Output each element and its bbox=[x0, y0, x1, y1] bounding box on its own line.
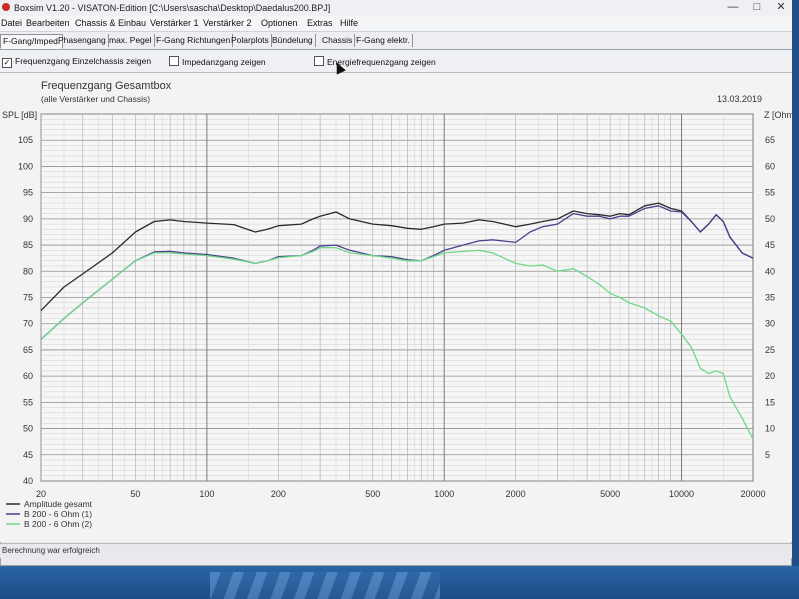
tab-fgang-elektr[interactable]: F-Gang elektr. bbox=[354, 34, 413, 47]
option-bar: ✓ Frequenzgang Einzelchassis zeigen Imped… bbox=[0, 50, 792, 73]
checkbox-einzelchassis[interactable]: ✓ Frequenzgang Einzelchassis zeigen bbox=[2, 56, 151, 68]
maximize-icon[interactable]: □ bbox=[753, 1, 761, 13]
legend-label: Amplitude gesamt bbox=[24, 499, 93, 509]
checkbox-unchecked-icon[interactable] bbox=[314, 56, 324, 66]
x-tick-label: 1000 bbox=[434, 489, 454, 499]
status-bar: Berechnung war erfolgreich bbox=[0, 543, 792, 558]
tab-bar: F-Gang/Imped. Phasengang max. Pegel F-Ga… bbox=[0, 32, 792, 50]
y-tick-label: 85 bbox=[23, 240, 33, 250]
y2-tick-label: 65 bbox=[765, 135, 775, 145]
y-tick-label: 80 bbox=[23, 266, 33, 276]
menu-hilfe[interactable]: Hilfe bbox=[340, 18, 359, 28]
y-tick-label: 105 bbox=[18, 135, 33, 145]
tab-phasengang[interactable]: Phasengang bbox=[56, 34, 109, 47]
checkbox-impedanzgang[interactable]: Impedanzgang zeigen bbox=[169, 56, 266, 67]
tab-fgang-imped[interactable]: F-Gang/Imped. bbox=[0, 34, 64, 49]
chart-lines bbox=[40, 202, 754, 440]
status-text: Berechnung war erfolgreich bbox=[2, 546, 100, 555]
menu-chassis-einbau[interactable]: Chassis & Einbau bbox=[75, 18, 147, 28]
x-tick-label: 2000 bbox=[506, 489, 526, 499]
legend-label: B 200 - 6 Ohm (2) bbox=[24, 519, 92, 529]
window-title: Boxsim V1.20 - VISATON-Edition [C:\Users… bbox=[14, 3, 331, 13]
x-tick-label: 10000 bbox=[669, 489, 694, 499]
y2-tick-label: 5 bbox=[765, 450, 770, 460]
menu-optionen[interactable]: Optionen bbox=[261, 18, 298, 28]
taskbar bbox=[0, 566, 799, 599]
y2-tick-label: 15 bbox=[765, 397, 775, 407]
tab-buendelung[interactable]: Bündelung bbox=[270, 34, 316, 47]
menu-datei[interactable]: Datei bbox=[1, 18, 23, 28]
chart-panel: Frequenzgang Gesamtbox (alle Verstärker … bbox=[0, 73, 797, 542]
y2-tick-label: 30 bbox=[765, 319, 775, 329]
y-tick-label: 55 bbox=[23, 397, 33, 407]
x-tick-label: 100 bbox=[199, 489, 214, 499]
y-tick-label: 50 bbox=[23, 424, 33, 434]
legend-label: B 200 - 6 Ohm (1) bbox=[24, 509, 92, 519]
series-line-3 bbox=[40, 247, 754, 440]
y-tick-label: 75 bbox=[23, 293, 33, 303]
x-tick-label: 50 bbox=[130, 489, 140, 499]
x-tick-label: 500 bbox=[365, 489, 380, 499]
tab-fgang-richtungen[interactable]: F-Gang Richtungen bbox=[154, 34, 234, 47]
y2-tick-label: 10 bbox=[765, 424, 775, 434]
app-window: Boxsim V1.20 - VISATON-Edition [C:\Users… bbox=[0, 0, 797, 566]
x-tick-label: 200 bbox=[271, 489, 286, 499]
taskbar-reflection bbox=[210, 572, 440, 599]
y-tick-label: 100 bbox=[18, 161, 33, 171]
chart-grid bbox=[40, 113, 754, 482]
y2-tick-label: 45 bbox=[765, 240, 775, 250]
chart-ticks: 40 45 50 55 60 65 70 75 80 85 90 95 100 105 5 10 15 20 25 3… bbox=[18, 135, 775, 499]
frequency-response-chart: Frequenzgang Gesamtbox (alle Verstärker … bbox=[2, 80, 797, 529]
tab-chassis[interactable]: Chassis bbox=[320, 34, 356, 47]
y2-tick-label: 25 bbox=[765, 345, 775, 355]
y2-tick-label: 20 bbox=[765, 371, 775, 381]
checkbox-checked-icon[interactable]: ✓ bbox=[2, 58, 12, 68]
menu-verstaerker-1[interactable]: Verstärker 1 bbox=[150, 18, 199, 28]
y2-tick-label: 55 bbox=[765, 188, 775, 198]
x-tick-label: 20000 bbox=[740, 489, 765, 499]
close-icon[interactable]: ✕ bbox=[776, 1, 786, 13]
tab-max-pegel[interactable]: max. Pegel bbox=[107, 34, 155, 47]
y-tick-label: 90 bbox=[23, 214, 33, 224]
y2-tick-label: 40 bbox=[765, 266, 775, 276]
title-bar: Boxsim V1.20 - VISATON-Edition [C:\Users… bbox=[0, 0, 792, 17]
y2-tick-label: 60 bbox=[765, 161, 775, 171]
chart-subtitle: (alle Verstärker und Chassis) bbox=[41, 94, 150, 104]
checkbox-impedanzgang-label: Impedanzgang zeigen bbox=[182, 57, 266, 67]
menu-bearbeiten[interactable]: Bearbeiten bbox=[26, 18, 70, 28]
y-tick-label: 45 bbox=[23, 450, 33, 460]
y-tick-label: 60 bbox=[23, 371, 33, 381]
x-tick-label: 20 bbox=[36, 489, 46, 499]
menu-extras[interactable]: Extras bbox=[307, 18, 333, 28]
chart-date: 13.03.2019 bbox=[717, 94, 762, 104]
series-line-2 bbox=[40, 205, 754, 340]
menu-bar: Datei Bearbeiten Chassis & Einbau Verstä… bbox=[0, 16, 792, 32]
chart-title: Frequenzgang Gesamtbox bbox=[41, 80, 172, 92]
checkbox-energiefrequenzgang[interactable]: Energiefrequenzgang zeigen bbox=[314, 56, 436, 67]
y-tick-label: 70 bbox=[23, 319, 33, 329]
y-axis-label: SPL [dB] bbox=[2, 110, 37, 120]
y-tick-label: 95 bbox=[23, 188, 33, 198]
series-line-1 bbox=[40, 202, 754, 312]
menu-verstaerker-2[interactable]: Verstärker 2 bbox=[203, 18, 252, 28]
y2-tick-label: 35 bbox=[765, 293, 775, 303]
checkbox-einzelchassis-label: Frequenzgang Einzelchassis zeigen bbox=[15, 56, 152, 66]
tab-polarplots[interactable]: Polarplots bbox=[229, 34, 272, 47]
y-tick-label: 40 bbox=[23, 476, 33, 486]
minimize-icon[interactable]: — bbox=[727, 1, 739, 13]
checkbox-unchecked-icon[interactable] bbox=[169, 56, 179, 66]
x-tick-label: 5000 bbox=[600, 489, 620, 499]
app-icon bbox=[2, 3, 10, 11]
y2-tick-label: 50 bbox=[765, 214, 775, 224]
checkbox-energiefrequenzgang-label: Energiefrequenzgang zeigen bbox=[327, 57, 436, 67]
y2-axis-label: Z [Ohm] bbox=[764, 110, 792, 120]
y-tick-label: 65 bbox=[23, 345, 33, 355]
